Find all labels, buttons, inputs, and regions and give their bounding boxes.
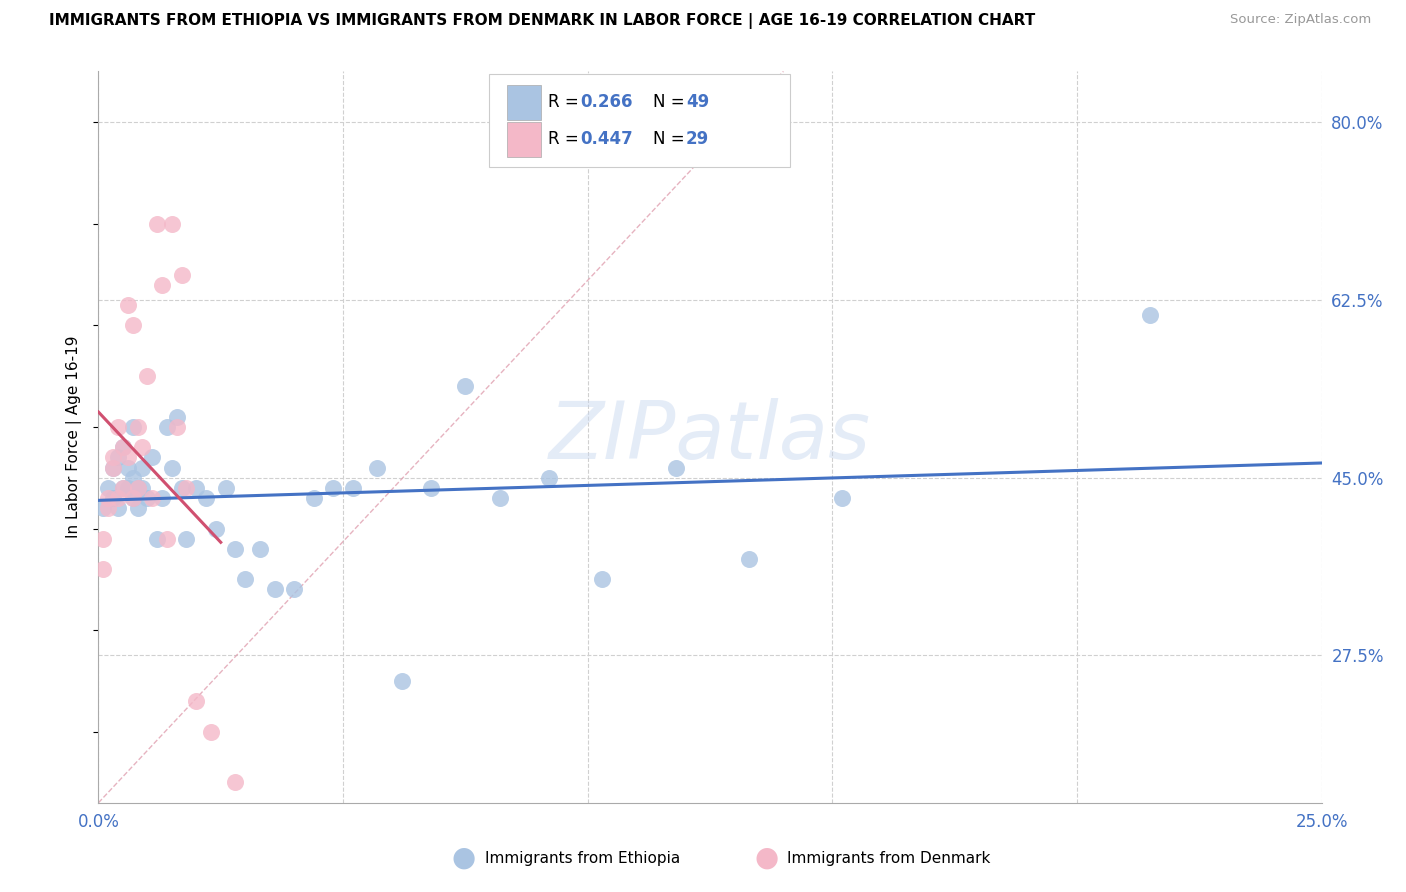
Point [160, 217, 183, 231]
Text: N =: N = [654, 94, 690, 112]
Point [176, 532, 198, 546]
Text: R =: R = [548, 94, 583, 112]
Point [101, 460, 124, 475]
Point [454, 379, 477, 393]
Point [160, 460, 183, 475]
Point [101, 450, 124, 465]
Point [366, 460, 388, 475]
Point [263, 582, 285, 597]
Point [117, 450, 139, 465]
Point [166, 420, 188, 434]
Text: Source: ZipAtlas.com: Source: ZipAtlas.com [1230, 13, 1371, 27]
Point [141, 491, 163, 505]
Point [101, 491, 124, 505]
Text: 0.447: 0.447 [581, 130, 633, 148]
Point [150, 491, 173, 505]
Point [121, 420, 143, 434]
Point [831, 491, 853, 505]
Point [150, 277, 173, 292]
Point [186, 481, 208, 495]
Point [97, 501, 120, 516]
Point [101, 460, 124, 475]
Point [107, 420, 129, 434]
Point [205, 521, 228, 535]
Text: IMMIGRANTS FROM ETHIOPIA VS IMMIGRANTS FROM DENMARK IN LABOR FORCE | AGE 16-19 C: IMMIGRANTS FROM ETHIOPIA VS IMMIGRANTS F… [49, 13, 1035, 29]
Point [322, 481, 344, 495]
Point [91, 532, 114, 546]
Point [195, 491, 218, 505]
Point [91, 501, 114, 516]
Point [156, 532, 179, 546]
Text: Immigrants from Denmark: Immigrants from Denmark [787, 851, 991, 865]
Point [117, 460, 139, 475]
Point [224, 541, 246, 556]
Text: N =: N = [654, 130, 690, 148]
Text: R =: R = [548, 130, 583, 148]
Point [1139, 308, 1161, 322]
Point [342, 481, 364, 495]
Point [170, 268, 193, 282]
Point [121, 491, 143, 505]
Point [136, 369, 159, 384]
Text: ZIPatlas: ZIPatlas [548, 398, 872, 476]
Point [111, 481, 134, 495]
Point [738, 552, 761, 566]
Point [537, 471, 560, 485]
Point [91, 562, 114, 576]
Point [249, 541, 271, 556]
Point [420, 481, 443, 495]
Point [111, 481, 134, 495]
Point [233, 572, 256, 586]
Point [127, 501, 149, 516]
Point [488, 491, 510, 505]
Text: ●: ● [451, 844, 477, 872]
Point [136, 491, 159, 505]
Point [302, 491, 325, 505]
Point [121, 491, 143, 505]
Point [127, 420, 149, 434]
Point [176, 481, 198, 495]
Point [111, 440, 134, 454]
Text: 0.266: 0.266 [581, 94, 633, 112]
Point [200, 724, 222, 739]
Point [97, 481, 120, 495]
Text: ●: ● [754, 844, 779, 872]
Point [146, 217, 169, 231]
Point [111, 440, 134, 454]
Text: Immigrants from Ethiopia: Immigrants from Ethiopia [485, 851, 681, 865]
Point [591, 572, 613, 586]
Point [127, 481, 149, 495]
Point [117, 298, 139, 312]
Point [107, 450, 129, 465]
Point [107, 491, 129, 505]
Point [127, 481, 149, 495]
Point [121, 318, 143, 333]
Point [131, 440, 153, 454]
Point [131, 481, 153, 495]
Point [283, 582, 305, 597]
Point [121, 471, 143, 485]
Point [107, 501, 129, 516]
Text: 29: 29 [686, 130, 709, 148]
Text: 49: 49 [686, 94, 709, 112]
Point [214, 481, 236, 495]
Point [131, 460, 153, 475]
Point [170, 481, 193, 495]
Point [224, 775, 246, 789]
Y-axis label: In Labor Force | Age 16-19: In Labor Force | Age 16-19 [66, 335, 83, 539]
Point [391, 673, 413, 688]
Point [146, 532, 169, 546]
Point [156, 420, 179, 434]
Point [186, 694, 208, 708]
Point [97, 491, 120, 505]
Point [141, 450, 163, 465]
Point [117, 481, 139, 495]
Point [665, 460, 688, 475]
Point [166, 409, 188, 424]
